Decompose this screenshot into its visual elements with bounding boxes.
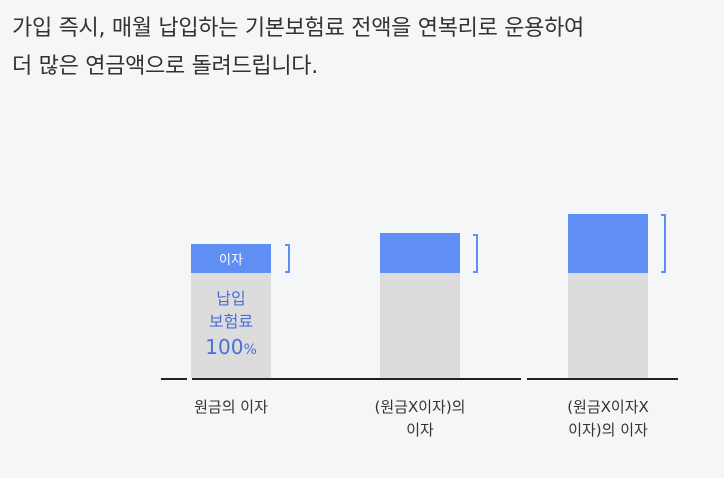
category-label-2: (원금X이자)의 이자 (350, 396, 490, 442)
baseline-segment (161, 378, 187, 380)
interest-bar-label: 이자 (219, 253, 243, 268)
baseline-segment (527, 378, 678, 380)
category-label-3-line-1: (원금X이자X (567, 398, 649, 416)
category-label-1-line-1: 원금의 이자 (194, 398, 268, 416)
interest-bar-3 (568, 214, 648, 273)
interest-bracket-2 (473, 234, 478, 273)
interest-bracket-1 (285, 244, 290, 273)
premium-percent: 100% (191, 333, 271, 364)
baseline-segment (192, 378, 521, 380)
premium-label-line-1: 납입 (216, 289, 246, 308)
interest-bar-1: 이자 (191, 244, 271, 273)
category-label-3: (원금X이자X 이자)의 이자 (538, 396, 678, 442)
premium-percent-unit: % (243, 342, 257, 358)
interest-bracket-3 (661, 214, 666, 273)
category-label-1: 원금의 이자 (171, 396, 291, 419)
premium-label-line-2: 보험료 (208, 312, 254, 331)
category-label-2-line-2: 이자 (406, 421, 434, 439)
category-label-3-line-2: 이자)의 이자 (568, 421, 648, 439)
category-label-2-line-1: (원금X이자)의 (374, 398, 466, 416)
premium-label: 납입 보험료 100% (191, 287, 271, 364)
headline: 가입 즉시, 매월 납입하는 기본보험료 전액을 연복리로 운용하여 더 많은 … (12, 10, 712, 86)
premium-bar-3 (568, 273, 648, 378)
headline-line-2: 더 많은 연금액으로 돌려드립니다. (12, 54, 318, 79)
premium-percent-value: 100 (205, 335, 244, 359)
headline-line-1: 가입 즉시, 매월 납입하는 기본보험료 전액을 연복리로 운용하여 (12, 16, 584, 41)
interest-bar-2 (380, 233, 460, 273)
premium-bar-1 (191, 273, 271, 378)
premium-bar-2 (380, 273, 460, 378)
